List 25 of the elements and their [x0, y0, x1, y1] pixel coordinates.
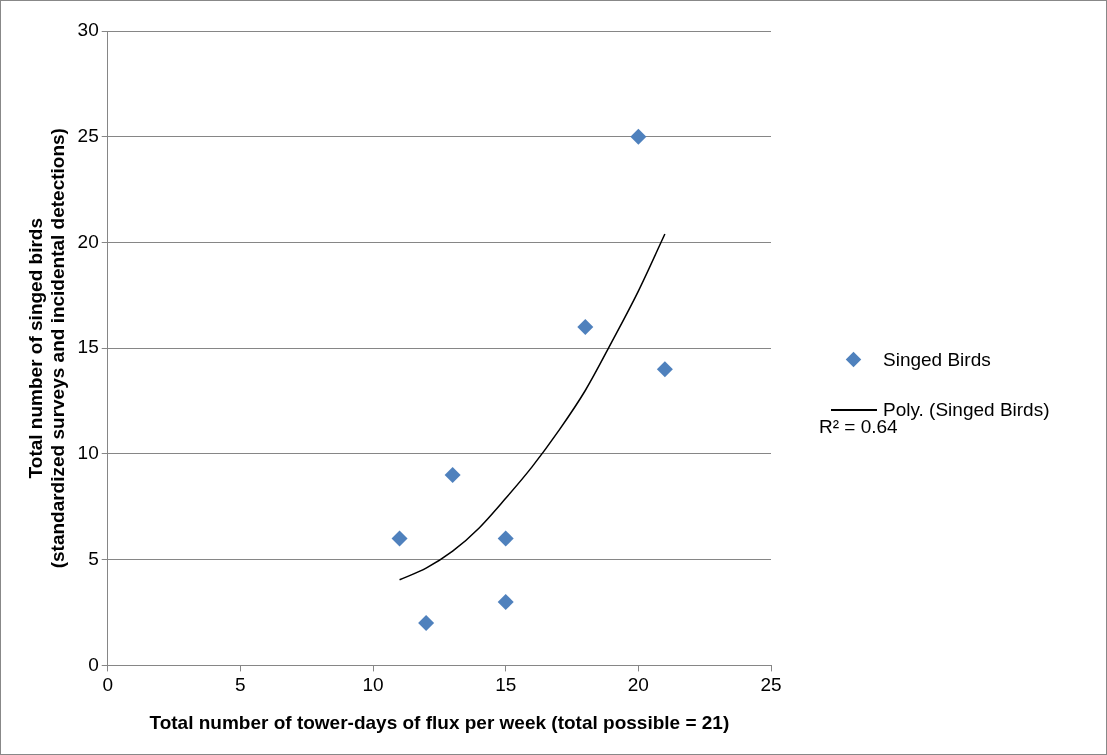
legend-label: Singed Birds [883, 349, 991, 371]
x-tick-label: 15 [495, 674, 517, 696]
line-series [398, 233, 666, 581]
x-axis-title: Total number of tower-days of flux per week (total possible = 21) [149, 711, 730, 733]
point [444, 467, 461, 484]
y-tick-label: 0 [88, 653, 99, 675]
x-tick-label: 20 [627, 674, 649, 696]
point [656, 361, 673, 378]
x-tick-label: 0 [102, 674, 114, 696]
y-tick-label: 30 [77, 19, 99, 41]
x-tick-label: 10 [362, 674, 384, 696]
y-tick-label: 15 [77, 336, 99, 358]
y-tick-label: 10 [77, 442, 99, 464]
x-tick-label: 5 [235, 674, 246, 696]
point [497, 593, 514, 610]
y-tick-label: 20 [77, 230, 99, 252]
y-tick-label: 5 [88, 547, 99, 569]
y-tick-label: 25 [77, 124, 99, 146]
point [418, 615, 435, 632]
x-tick-label: 25 [760, 674, 782, 696]
point [630, 128, 647, 145]
point [497, 530, 514, 547]
point [391, 530, 408, 547]
point [577, 319, 594, 336]
y-axis-title: Total number of singed birds (standardized surveys and incidental detections) [24, 128, 69, 569]
